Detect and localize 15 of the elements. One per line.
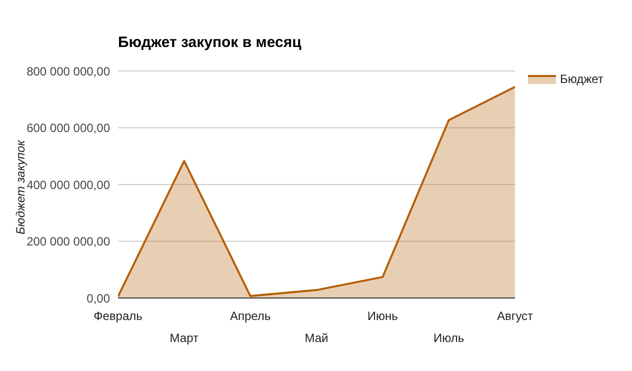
x-tick-label: Февраль xyxy=(94,309,142,323)
x-tick-label: Август xyxy=(496,309,534,323)
x-tick-label: Июнь xyxy=(367,309,398,323)
chart-title: Бюджет закупок в месяц xyxy=(118,34,302,51)
y-tick-label: 600 000 000,00 xyxy=(26,121,110,136)
legend-label: Бюджет xyxy=(559,72,604,86)
x-tick-label: Май xyxy=(304,331,328,345)
x-tick-label: Март xyxy=(170,331,200,345)
y-axis-title: Бюджет закупок xyxy=(13,138,28,234)
y-tick-label: 200 000 000,00 xyxy=(26,234,110,249)
x-tick-label: Апрель xyxy=(230,309,271,323)
x-tick-label: Июль xyxy=(434,331,464,345)
y-tick-label: 0,00 xyxy=(86,291,110,306)
y-tick-label: 400 000 000,00 xyxy=(26,178,110,192)
y-tick-label: 800 000 000,00 xyxy=(26,64,110,78)
